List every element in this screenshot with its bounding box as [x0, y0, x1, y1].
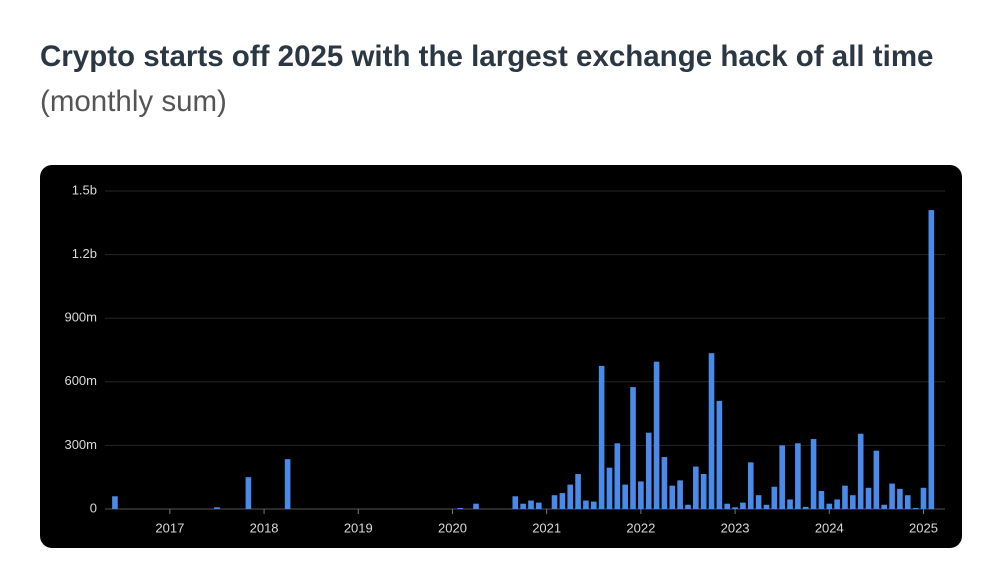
- bar: [842, 485, 848, 509]
- bar: [700, 474, 707, 509]
- bar: [284, 459, 291, 509]
- x-tick-label: 2024: [815, 520, 844, 535]
- bar: [889, 483, 895, 509]
- bar: [779, 445, 785, 509]
- x-tick-label: 2021: [532, 520, 561, 535]
- bar: [669, 485, 676, 509]
- bar: [897, 488, 903, 509]
- y-tick-label: 300m: [64, 437, 97, 452]
- bar: [457, 507, 464, 509]
- bar: [708, 353, 715, 509]
- bar: [645, 432, 652, 509]
- bar: [520, 503, 526, 509]
- bar: [583, 500, 589, 509]
- bar: [818, 490, 825, 509]
- bar: [630, 387, 636, 509]
- bar: [755, 495, 762, 509]
- bar: [732, 507, 738, 509]
- bar: [685, 504, 691, 509]
- y-tick-label: 900m: [64, 310, 97, 325]
- bar: [716, 400, 723, 509]
- bar: [528, 500, 534, 509]
- bar: [653, 361, 660, 509]
- bar: [473, 503, 479, 509]
- bar: [724, 503, 731, 509]
- bar: [904, 495, 911, 509]
- bar: [795, 443, 801, 509]
- bar: [606, 467, 613, 509]
- y-tick-label: 1.5b: [72, 182, 97, 197]
- chart-title: Crypto starts off 2025 with the largest …: [40, 40, 934, 73]
- bar: [567, 484, 574, 509]
- bar: [559, 493, 566, 509]
- bar: [693, 466, 699, 509]
- bar: [677, 480, 683, 509]
- bar: [112, 496, 118, 509]
- bar: [590, 501, 597, 509]
- bar: [512, 496, 519, 509]
- bar: [638, 481, 644, 509]
- x-tick-label: 2023: [721, 520, 750, 535]
- bar: [920, 487, 927, 509]
- x-tick-label: 2017: [155, 520, 184, 535]
- bar: [661, 457, 668, 509]
- bar: [740, 502, 746, 509]
- bar: [551, 495, 558, 509]
- x-tick-label: 2022: [626, 520, 655, 535]
- bar: [614, 443, 621, 509]
- bar: [928, 210, 935, 509]
- x-tick-label: 2019: [344, 520, 373, 535]
- x-tick-label: 2018: [250, 520, 279, 535]
- bar: [802, 506, 809, 509]
- bar: [747, 462, 754, 509]
- bar: [763, 504, 770, 509]
- bar: [771, 486, 778, 509]
- chart-panel: [40, 165, 962, 548]
- y-tick-label: 1.2b: [72, 246, 97, 261]
- bar: [810, 439, 817, 509]
- bar: [598, 365, 605, 509]
- bar: [826, 503, 833, 509]
- bar: [622, 484, 628, 509]
- bar: [575, 474, 581, 509]
- x-tick-label: 2025: [909, 520, 938, 535]
- bar: [912, 507, 919, 509]
- bar: [865, 487, 872, 509]
- bar: [245, 477, 252, 509]
- bar: [834, 499, 840, 509]
- y-tick-label: 600m: [64, 373, 97, 388]
- bar: [857, 433, 864, 509]
- bar: [214, 507, 220, 509]
- chart-subtitle: (monthly sum): [40, 85, 227, 118]
- bar: [881, 504, 888, 509]
- bar: [850, 495, 856, 509]
- bar: [787, 499, 793, 509]
- header: Crypto starts off 2025 with the largest …: [40, 34, 950, 124]
- y-tick-label: 0: [90, 500, 97, 515]
- bar: [536, 502, 542, 509]
- bar: [873, 450, 880, 509]
- x-tick-label: 2020: [438, 520, 467, 535]
